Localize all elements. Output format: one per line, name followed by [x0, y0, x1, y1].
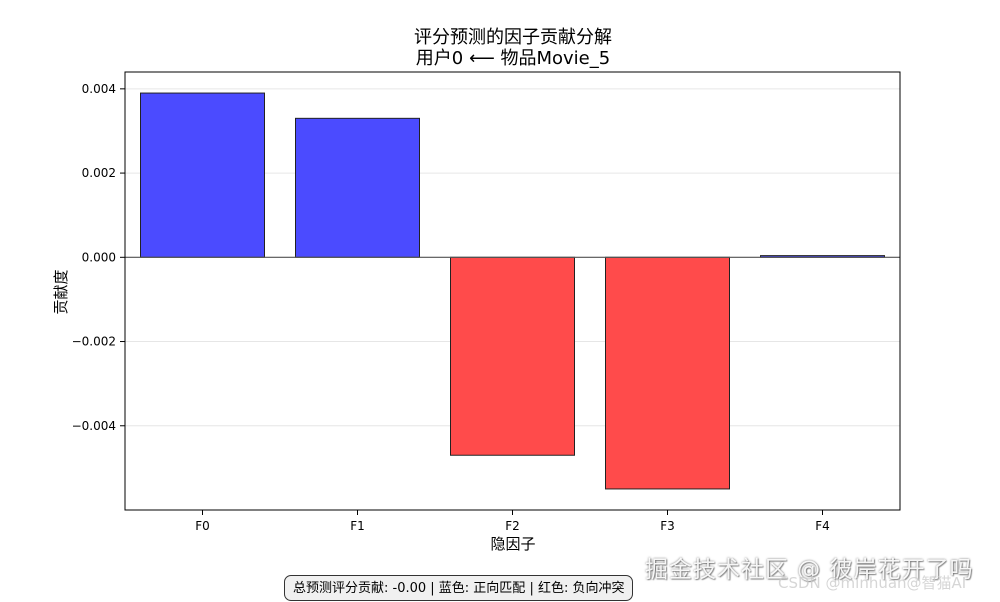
- bar-f3: [605, 256, 730, 490]
- x-tick-label: F0: [195, 519, 210, 533]
- bar-f0: [140, 92, 265, 258]
- x-tick-label: F4: [815, 519, 830, 533]
- x-axis-ticks: F0 F1 F2 F3 F4: [195, 510, 830, 533]
- y-tick-label: 0.000: [82, 250, 116, 264]
- bar-group: [140, 92, 885, 490]
- y-tick-label: 0.002: [82, 166, 116, 180]
- watermark-csdn: CSDN @minhuan@智猫AI: [778, 574, 967, 592]
- chart-title-line-2: 用户0 ⟵ 物品Movie_5: [416, 48, 610, 69]
- y-axis-ticks: 0.004 0.002 0.000 −0.002 −0.004: [72, 82, 125, 433]
- bar-f1: [295, 117, 420, 258]
- x-tick-label: F3: [660, 519, 675, 533]
- y-tick-label: 0.004: [82, 82, 116, 96]
- x-tick-label: F2: [505, 519, 520, 533]
- y-tick-label: −0.002: [72, 335, 116, 349]
- y-tick-label: −0.004: [72, 419, 116, 433]
- chart-title-line-1: 评分预测的因子贡献分解: [414, 27, 612, 48]
- summary-caption: 总预测评分贡献: -0.00 | 蓝色: 正向匹配 | 红色: 负向冲突: [284, 575, 634, 601]
- y-axis-label: 贡献度: [52, 269, 70, 314]
- x-tick-label: F1: [350, 519, 365, 533]
- bar-f2: [450, 256, 575, 456]
- x-axis-label: 隐因子: [490, 535, 535, 553]
- watermark-juejin: 掘金技术社区 @ 彼岸花开了吗: [645, 557, 974, 583]
